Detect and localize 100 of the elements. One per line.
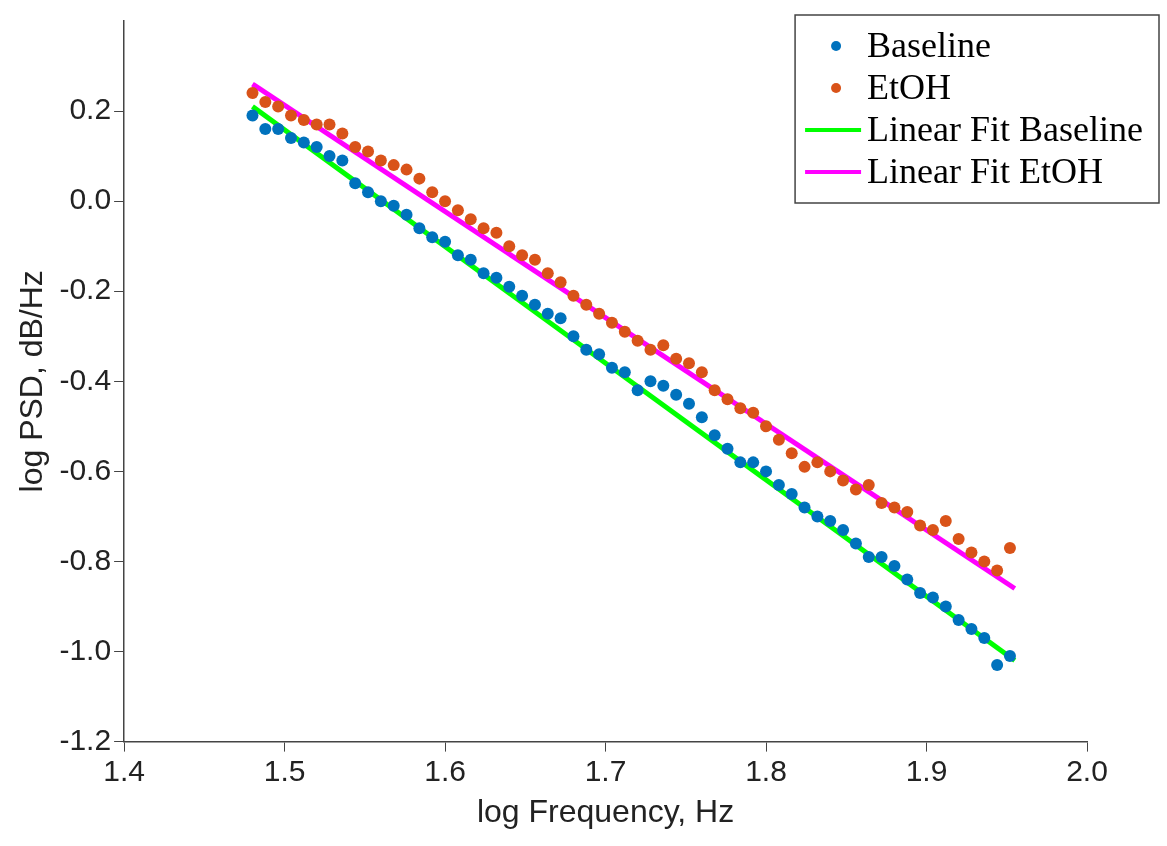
point <box>760 420 773 433</box>
point <box>926 591 939 604</box>
point <box>605 316 618 329</box>
point <box>760 465 773 478</box>
point <box>939 600 952 613</box>
point <box>439 235 452 248</box>
point <box>285 132 297 145</box>
point <box>798 501 811 514</box>
point <box>323 118 336 131</box>
point <box>708 429 721 442</box>
point <box>952 614 965 626</box>
point <box>849 537 862 550</box>
point <box>464 213 477 226</box>
point <box>657 339 670 352</box>
point <box>362 145 375 158</box>
point <box>683 357 695 370</box>
point <box>336 127 349 140</box>
point <box>426 231 439 244</box>
point <box>734 456 747 469</box>
point <box>978 632 991 645</box>
point <box>747 406 760 419</box>
point <box>567 330 580 343</box>
point <box>772 478 785 491</box>
point <box>374 195 387 208</box>
point <box>837 523 850 536</box>
point <box>1003 541 1016 554</box>
point <box>310 141 323 154</box>
point <box>695 411 708 424</box>
point <box>952 532 965 545</box>
legend-label: EtOH <box>867 67 952 108</box>
point <box>464 253 477 266</box>
point <box>593 307 606 320</box>
y-tick-label: 0.0 <box>69 182 112 216</box>
point <box>580 343 593 356</box>
point <box>426 186 439 199</box>
point <box>772 433 785 446</box>
y-tick-label: -1.0 <box>59 632 112 666</box>
point <box>541 307 554 320</box>
point <box>914 519 927 532</box>
point <box>670 352 683 365</box>
x-tick-label: 1.4 <box>103 753 145 787</box>
x-tick-label: 1.8 <box>745 753 787 787</box>
point <box>567 289 580 302</box>
point <box>439 195 452 208</box>
point <box>695 366 708 379</box>
x-axis-title: log Frequency, Hz <box>476 792 735 829</box>
point <box>349 177 362 190</box>
point <box>490 271 503 284</box>
point <box>926 523 939 536</box>
point <box>785 487 798 500</box>
point <box>541 267 554 280</box>
point <box>939 514 952 527</box>
point <box>272 100 285 113</box>
y-tick-label: -0.6 <box>59 452 112 486</box>
point <box>413 222 426 235</box>
y-tick-label: -0.2 <box>59 272 112 306</box>
point <box>374 154 387 167</box>
point <box>978 555 991 568</box>
point <box>965 623 978 636</box>
point <box>297 114 310 127</box>
point <box>400 163 413 176</box>
point <box>991 564 1004 577</box>
point <box>631 384 644 397</box>
point <box>657 379 670 392</box>
point <box>888 501 901 514</box>
point <box>554 312 567 325</box>
point <box>862 550 875 563</box>
point <box>811 456 824 469</box>
point <box>1003 650 1016 663</box>
y-tick-label: -0.4 <box>59 362 112 396</box>
point <box>683 397 695 410</box>
x-tick-label: 1.6 <box>424 753 466 787</box>
point <box>849 483 862 496</box>
y-tick-label: -1.2 <box>59 722 112 756</box>
point <box>323 150 336 163</box>
point <box>490 226 503 239</box>
point <box>631 334 644 347</box>
point <box>734 402 747 415</box>
y-tick-label: -0.8 <box>59 542 112 576</box>
point <box>413 172 426 185</box>
point <box>811 510 824 523</box>
point <box>991 659 1004 672</box>
legend-label: Linear Fit EtOH <box>867 151 1104 192</box>
y-axis-title: log PSD, dB/Hz <box>13 270 50 493</box>
point <box>528 253 541 266</box>
point <box>593 348 606 361</box>
x-tick-label: 2.0 <box>1066 753 1108 787</box>
point <box>285 109 297 122</box>
point <box>477 222 490 235</box>
point <box>901 505 914 518</box>
point <box>618 366 631 379</box>
point <box>888 559 901 572</box>
point <box>837 474 850 487</box>
y-tick-label: 0.2 <box>69 92 112 126</box>
point <box>451 249 464 262</box>
point <box>670 388 683 401</box>
point <box>503 280 516 293</box>
point <box>580 298 593 311</box>
point <box>708 384 721 397</box>
legend-label: Baseline <box>867 25 992 66</box>
